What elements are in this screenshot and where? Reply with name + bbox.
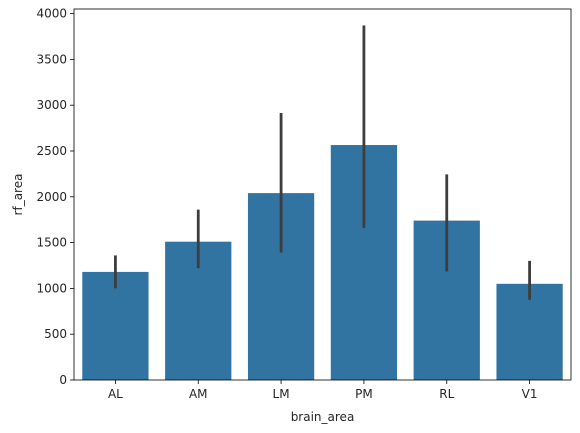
x-axis-label: brain_area xyxy=(291,410,355,424)
x-tick-label: PM xyxy=(355,387,373,401)
plot-frame xyxy=(73,8,572,381)
y-tick-label: 4000 xyxy=(36,7,67,21)
y-tick-label: 0 xyxy=(59,373,67,387)
x-tick-label: AL xyxy=(108,387,123,401)
bars-layer xyxy=(82,145,563,380)
y-axis: 0 500 1000 1500 2000 2500 3000 3500 4000 xyxy=(36,7,74,387)
y-axis-label: rf_area xyxy=(11,174,25,216)
x-tick-label: V1 xyxy=(522,387,538,401)
y-tick-label: 3500 xyxy=(36,52,67,66)
y-tick-label: 1500 xyxy=(36,236,67,250)
y-tick-label: 3000 xyxy=(36,98,67,112)
bar-al xyxy=(82,271,149,380)
y-tick-label: 1000 xyxy=(36,281,67,295)
x-tick-label: RL xyxy=(439,387,454,401)
y-tick-label: 500 xyxy=(44,327,67,341)
x-tick-label: AM xyxy=(189,387,208,401)
errorbars-layer xyxy=(114,25,531,300)
x-axis: AL AM LM PM RL V1 xyxy=(108,380,538,401)
y-tick-label: 2000 xyxy=(36,190,67,204)
y-tick-label: 2500 xyxy=(36,144,67,158)
x-tick-label: LM xyxy=(273,387,290,401)
